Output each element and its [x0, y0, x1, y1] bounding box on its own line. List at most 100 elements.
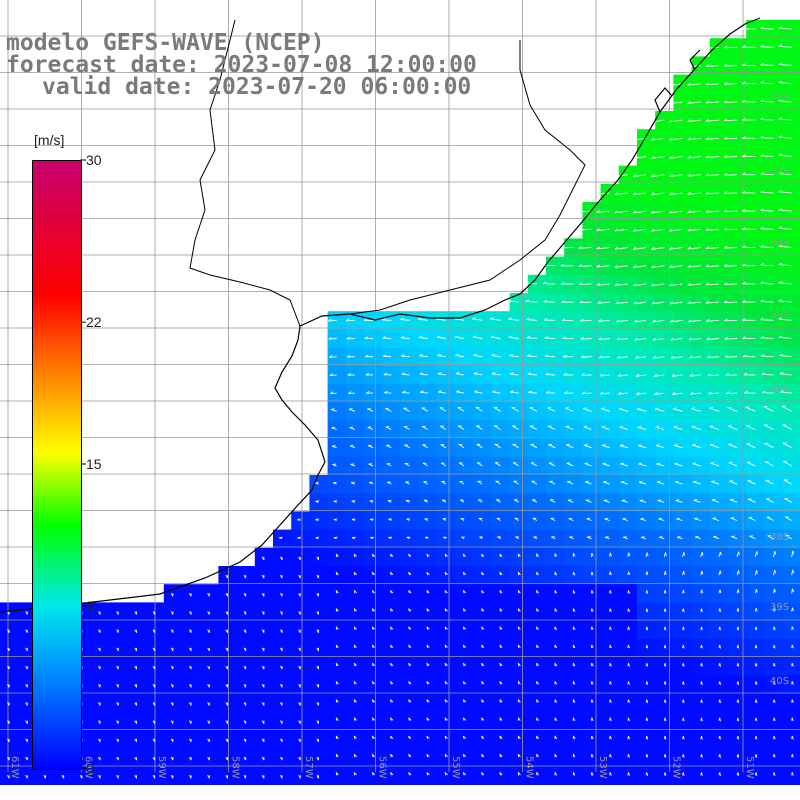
wind-speed-cell	[582, 620, 602, 640]
wind-arrow-head	[633, 283, 637, 287]
wind-arrow-head	[723, 191, 728, 194]
wind-speed-cell	[764, 38, 784, 57]
wind-arrow	[507, 300, 519, 303]
wind-arrow	[730, 517, 738, 521]
wind-speed-cell	[473, 766, 492, 785]
wind-speed-cell	[746, 511, 765, 531]
wind-arrow	[760, 137, 774, 139]
wind-arrow-head	[743, 372, 748, 376]
wind-arrow-head	[298, 593, 301, 597]
wind-arrow-head	[517, 626, 521, 630]
wind-arrow-head	[170, 738, 174, 743]
wind-arrow	[688, 319, 701, 323]
wind-speed-cell	[455, 566, 474, 585]
wind-arrow-head	[646, 571, 649, 575]
wind-speed-cell	[600, 365, 620, 385]
wind-speed-cell	[764, 165, 784, 185]
wind-arrow	[687, 301, 701, 305]
wind-speed-cell	[691, 311, 711, 330]
wind-arrow	[779, 373, 792, 376]
wind-arrow-head	[472, 335, 477, 338]
wind-speed-cell	[473, 402, 492, 421]
wind-arrow-head	[682, 754, 685, 758]
wind-arrow-head	[723, 136, 728, 140]
wind-arrow-head	[591, 699, 594, 703]
wind-speed-cell	[418, 748, 438, 767]
wind-speed-cell	[509, 493, 529, 512]
wind-arrow-head	[261, 756, 265, 761]
wind-speed-cell	[673, 183, 693, 203]
wind-arrow-head	[536, 735, 539, 740]
wind-speed-cell	[637, 493, 656, 512]
wind-speed-cell	[637, 420, 656, 440]
wind-arrow	[526, 337, 537, 339]
wind-speed-cell	[746, 274, 765, 294]
wind-speed-cell	[400, 729, 420, 749]
wind-speed-cell	[618, 529, 638, 549]
wind-arrow	[760, 301, 774, 303]
longitude-label: 51W	[744, 756, 755, 779]
wind-speed-cell	[728, 329, 747, 349]
wind-arrow	[476, 462, 483, 467]
wind-speed-cell	[673, 456, 693, 476]
wind-arrow	[458, 462, 465, 467]
wind-arrow-head	[315, 500, 320, 502]
wind-speed-cell	[655, 420, 674, 440]
wind-arrow-head	[676, 517, 680, 520]
wind-arrow-head	[330, 391, 334, 395]
wind-arrow	[669, 119, 683, 123]
wind-arrow	[692, 463, 701, 467]
wind-speed-cell	[473, 365, 492, 385]
wind-arrow-head	[372, 717, 376, 721]
wind-arrow-head	[596, 191, 600, 195]
wind-arrow-head	[509, 353, 513, 357]
wind-speed-cell	[764, 365, 784, 385]
wind-speed-cell	[564, 748, 583, 767]
wind-arrow-head	[597, 300, 601, 304]
wind-speed-cell	[382, 493, 401, 512]
latitude-label: 40S	[770, 676, 789, 687]
wind-arrow-head	[705, 155, 710, 158]
wind-speed-cell	[509, 456, 529, 476]
wind-speed-cell	[709, 38, 729, 57]
wind-speed-cell	[600, 711, 620, 731]
wind-arrow-head	[225, 611, 228, 615]
wind-arrow-head	[462, 553, 467, 557]
wind-speed-cell	[600, 675, 620, 694]
wind-arrow	[640, 518, 647, 521]
wind-arrow-head	[723, 227, 728, 231]
wind-arrow	[651, 119, 665, 123]
wind-arrow-head	[316, 775, 319, 779]
wind-speed-cell	[364, 329, 383, 349]
wind-arrow	[622, 518, 629, 521]
wind-arrow	[651, 301, 665, 305]
wind-arrow	[691, 408, 701, 412]
wind-arrow-head	[646, 626, 649, 631]
latitude-label: 35S	[770, 310, 789, 321]
wind-arrow	[655, 426, 665, 430]
wind-arrow-head	[742, 227, 746, 230]
wind-speed-cell	[782, 675, 800, 694]
wind-speed-cell	[527, 529, 547, 549]
wind-speed-cell	[728, 620, 747, 640]
wind-arrow-head	[462, 717, 467, 721]
wind-arrow-head	[261, 720, 265, 724]
wind-speed-cell	[327, 329, 347, 349]
wind-arrow	[458, 444, 465, 449]
wind-speed-cell	[546, 693, 565, 713]
wind-arrow	[745, 425, 756, 430]
wind-speed-cell	[491, 729, 511, 749]
wind-arrow	[653, 356, 665, 359]
wind-speed-cell	[728, 56, 747, 76]
wind-arrow-head	[596, 264, 600, 268]
wind-arrow-head	[628, 571, 631, 576]
wind-arrow	[633, 283, 647, 287]
wind-arrow-head	[742, 299, 746, 303]
wind-speed-cell	[728, 74, 747, 94]
wind-arrow	[513, 480, 519, 485]
wind-arrow-head	[760, 317, 764, 321]
wind-arrow	[651, 210, 665, 214]
wind-speed-cell	[746, 147, 765, 167]
wind-speed-cell	[746, 202, 765, 221]
wind-speed-cell	[764, 547, 784, 567]
